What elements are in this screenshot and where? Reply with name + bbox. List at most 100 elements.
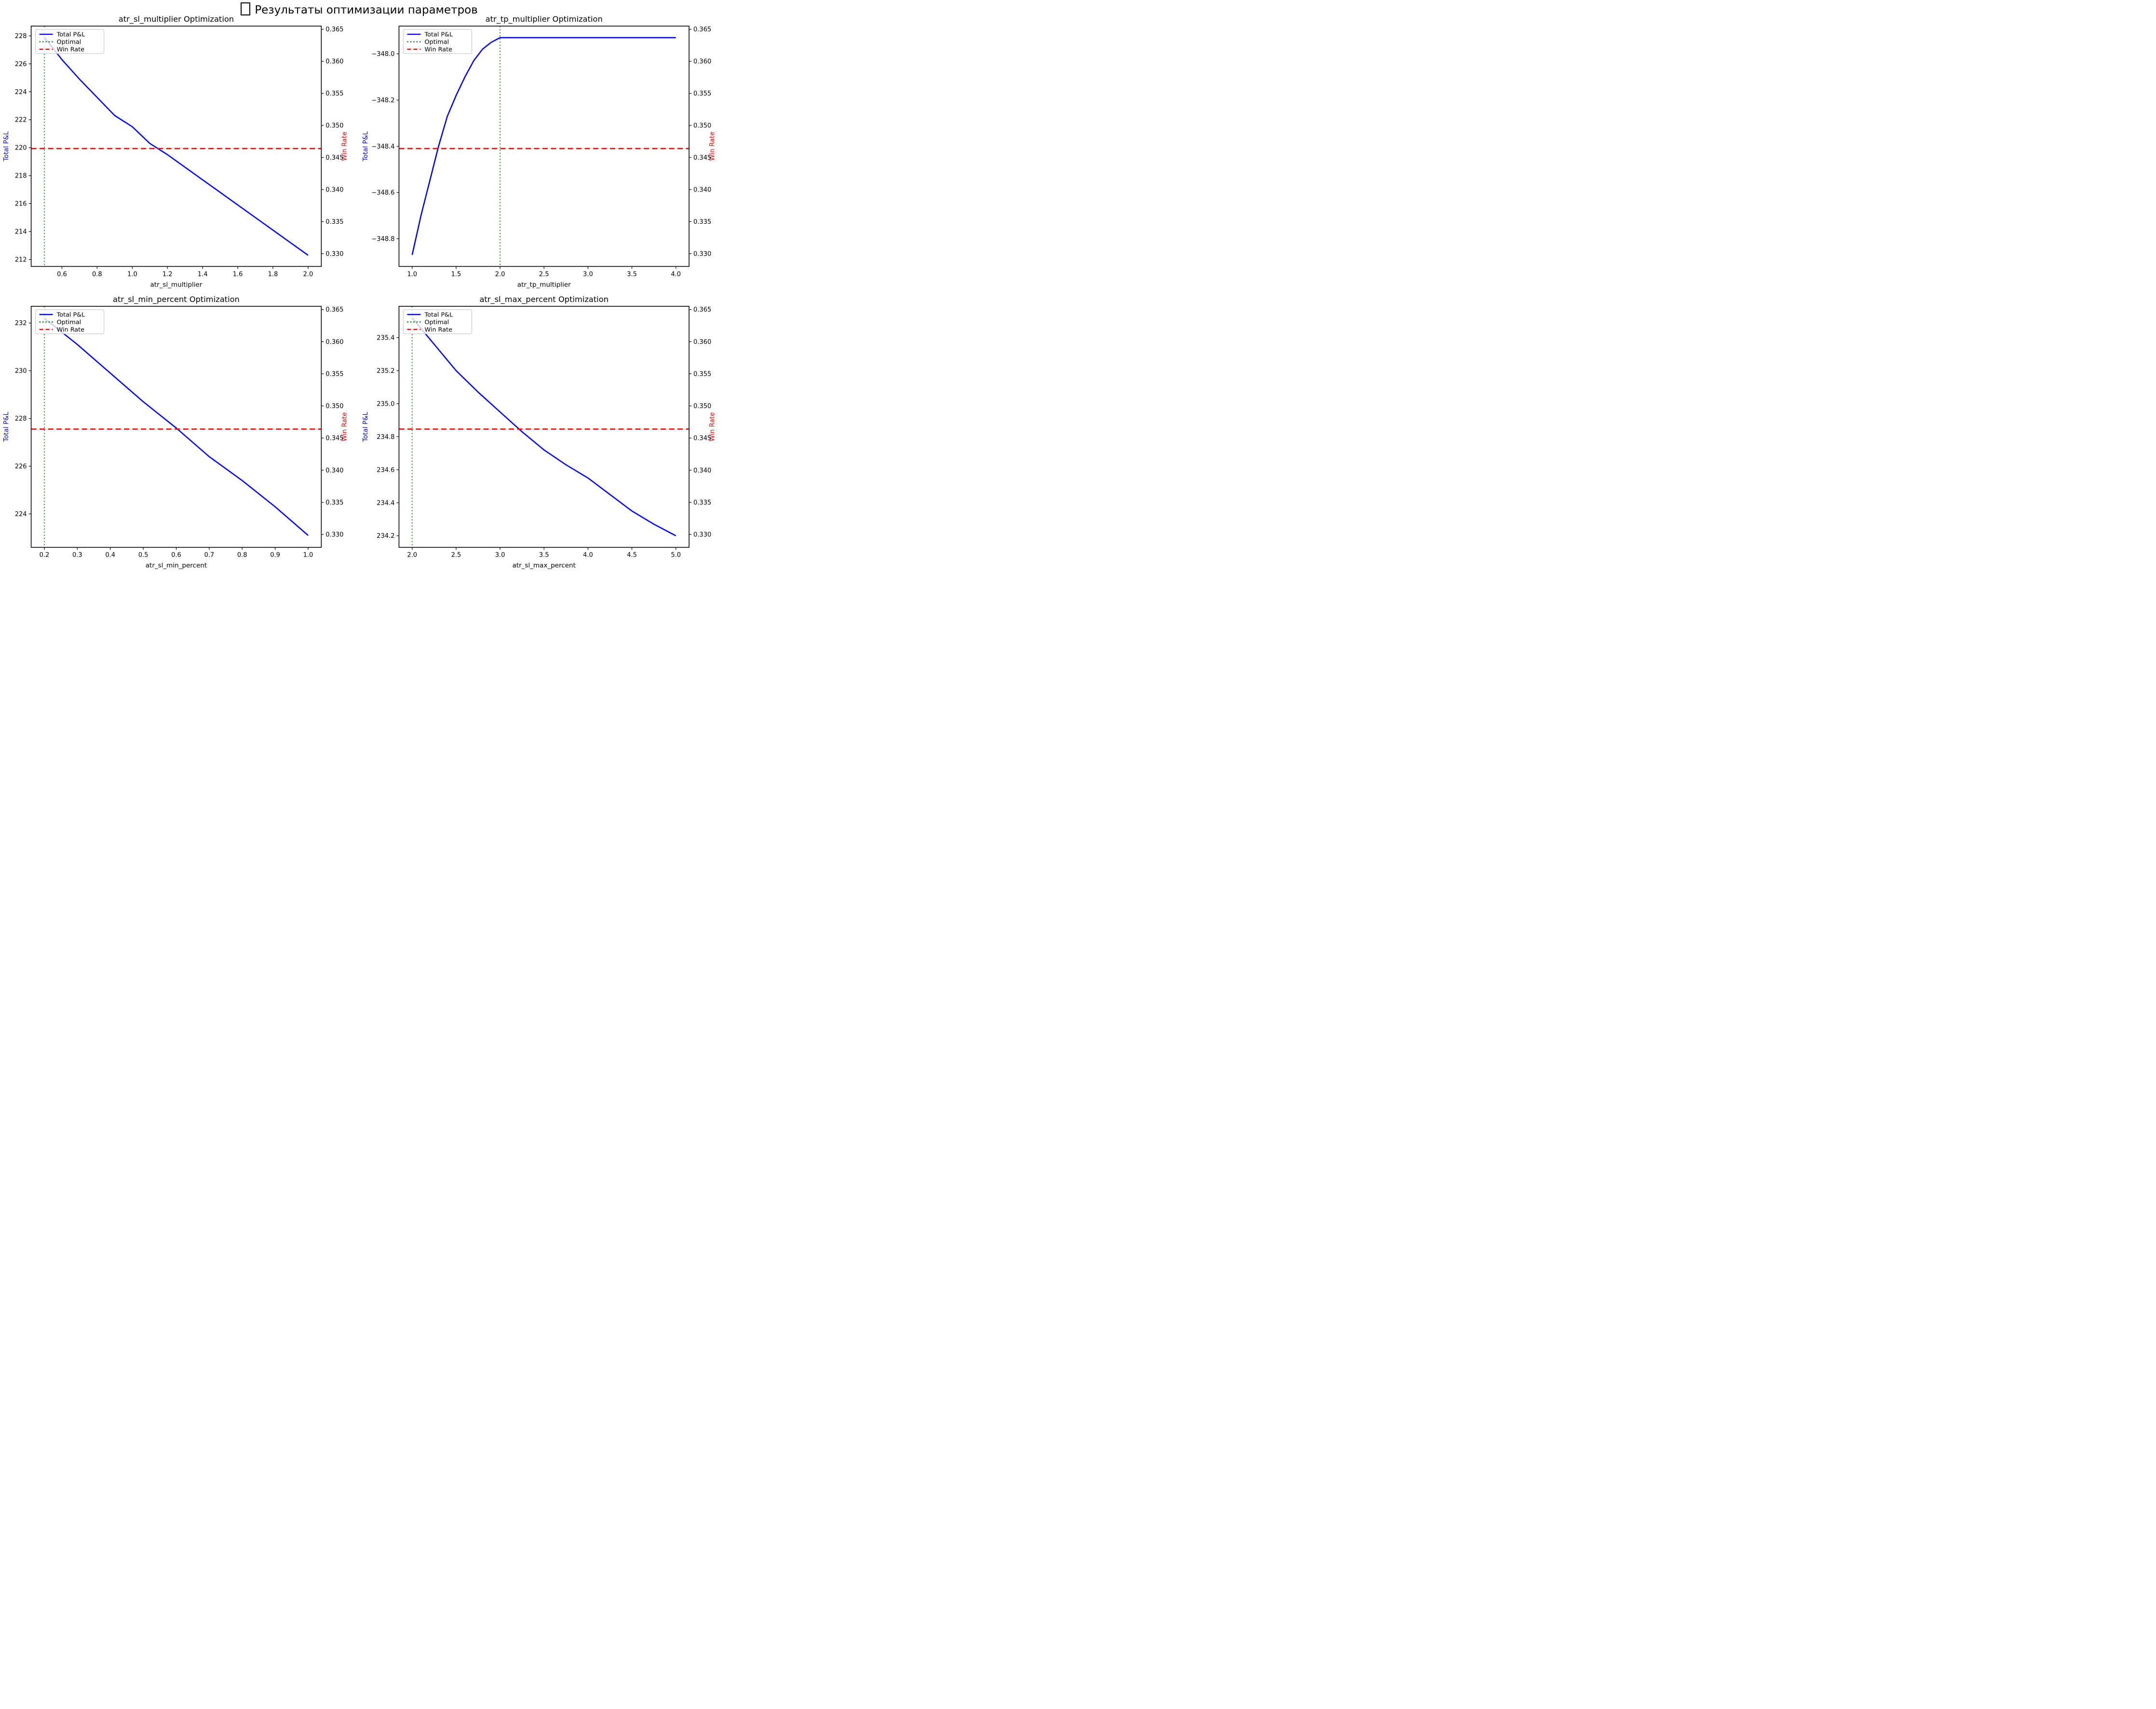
y-tick-label-left: 230 — [15, 368, 27, 375]
y-tick-label-right: 0.355 — [325, 370, 343, 378]
chart-canvas: atr_sl_max_percent Optimization atr_sl_ma… — [362, 295, 716, 570]
legend-label: Optimal — [57, 319, 81, 326]
y-tick-label-right: 0.360 — [693, 58, 711, 66]
x-tick-label: 0.4 — [105, 552, 115, 559]
y-tick-label-right: 0.340 — [325, 186, 343, 193]
y-tick-label-right: 0.355 — [325, 90, 343, 97]
x-tick-label: 3.5 — [627, 271, 637, 278]
x-tick-label: 2.5 — [539, 271, 549, 278]
legend-box — [403, 29, 473, 54]
y-tick-label-left: 228 — [15, 415, 27, 423]
chart-title: atr_sl_min_percent Optimization — [113, 295, 240, 304]
pnl-line — [411, 37, 676, 255]
y-tick-label-left: 234.8 — [377, 434, 394, 441]
axes-frame — [30, 26, 322, 267]
pnl-line — [43, 37, 309, 256]
x-axis-label: atr_sl_min_percent — [146, 562, 207, 570]
x-tick-label: 0.9 — [270, 552, 280, 559]
pnl-line — [44, 317, 309, 536]
y-tick-label-left: 234.2 — [377, 533, 394, 540]
x-tick-label: 0.8 — [92, 271, 102, 278]
x-tick-label: 2.0 — [303, 271, 313, 278]
legend-box — [35, 309, 105, 334]
pnl-line — [411, 317, 677, 536]
x-tick-label: 3.0 — [495, 552, 505, 559]
x-tick-label: 1.0 — [303, 552, 313, 559]
y-tick-label-right: 0.365 — [325, 26, 343, 33]
y-tick-label-right: 0.360 — [325, 339, 343, 346]
x-tick-label: 1.0 — [127, 271, 137, 278]
y-tick-label-right: 0.335 — [693, 219, 711, 226]
axes-frame — [30, 306, 322, 548]
legend-label: Optimal — [57, 39, 81, 46]
y-tick-label-left: 232 — [15, 320, 27, 327]
x-tick-label: 1.0 — [407, 271, 417, 278]
y-tick-label-left: 214 — [15, 228, 27, 235]
legend-label: Win Rate — [57, 46, 85, 54]
x-tick-label: 2.0 — [407, 552, 417, 559]
y-tick-label-right: 0.355 — [693, 370, 711, 378]
y-tick-label-right: 0.365 — [693, 306, 711, 314]
chart-canvas: atr_sl_multiplier Optimization atr_sl_mul… — [2, 14, 348, 288]
y-tick-label-right: 0.355 — [693, 90, 711, 97]
y-tick-label-right: 0.340 — [325, 467, 343, 474]
y-tick-label-right: 0.350 — [325, 123, 343, 130]
y-tick-label-right: 0.335 — [325, 219, 343, 226]
x-tick-label: 1.2 — [163, 271, 173, 278]
y-tick-label-right: 0.350 — [693, 123, 711, 130]
y-tick-label-left: 212 — [15, 256, 27, 263]
y-tick-label-right: 0.365 — [693, 26, 711, 33]
y-axis-label-right: Win Rate — [708, 412, 716, 442]
y-tick-label-left: −348.4 — [371, 143, 394, 150]
subplot-atr-sl-multiplier: atr_sl_multiplier Optimization atr_sl_mul… — [0, 14, 359, 292]
legend-label: Optimal — [424, 39, 449, 46]
x-tick-label: 0.8 — [237, 552, 247, 559]
legend-box — [403, 309, 473, 334]
y-tick-label-right: 0.345 — [693, 154, 711, 162]
chart-title: atr_sl_max_percent Optimization — [479, 295, 609, 304]
chart-canvas: atr_tp_multiplier Optimization atr_tp_mul… — [362, 14, 716, 288]
y-tick-label-right: 0.340 — [693, 186, 711, 193]
y-tick-label-left: −348.2 — [371, 97, 394, 104]
x-tick-label: 0.2 — [40, 552, 50, 559]
y-tick-label-left: 226 — [15, 463, 27, 470]
x-axis-label: atr_sl_max_percent — [513, 562, 576, 570]
y-tick-label-right: 0.350 — [325, 403, 343, 410]
y-tick-label-right: 0.345 — [693, 435, 711, 442]
y-tick-label-left: 226 — [15, 61, 27, 68]
y-tick-label-right: 0.345 — [325, 154, 343, 162]
y-tick-label-right: 0.330 — [693, 250, 711, 258]
y-tick-label-right: 0.360 — [325, 58, 343, 66]
y-tick-label-left: 216 — [15, 201, 27, 208]
y-axis-label-left: Total P&L — [2, 411, 10, 442]
y-axis-label-left: Total P&L — [362, 131, 369, 162]
y-axis-label-left: Total P&L — [2, 131, 10, 162]
x-axis-label: atr_sl_multiplier — [150, 281, 203, 288]
subplot-atr-sl-min-percent: atr_sl_min_percent Optimization atr_sl_mi… — [0, 292, 359, 570]
axes-frame — [398, 306, 690, 548]
y-axis-label-left: Total P&L — [362, 411, 369, 442]
legend-box — [35, 29, 105, 54]
subplot-atr-sl-max-percent: atr_sl_max_percent Optimization atr_sl_ma… — [359, 292, 719, 570]
legend-label: Total P&L — [56, 31, 86, 39]
y-tick-label-right: 0.360 — [693, 339, 711, 346]
y-tick-label-left: 218 — [15, 173, 27, 180]
x-tick-label: 0.6 — [57, 271, 67, 278]
x-axis-label: atr_tp_multiplier — [517, 281, 571, 288]
figure-title: Результаты оптимизации параметров — [0, 2, 719, 16]
x-tick-label: 3.5 — [539, 552, 549, 559]
y-tick-label-left: 224 — [15, 89, 27, 96]
y-tick-label-left: −348.8 — [371, 235, 394, 243]
y-tick-label-right: 0.330 — [325, 532, 343, 539]
y-tick-label-left: 235.0 — [377, 400, 394, 408]
legend-label: Win Rate — [57, 327, 85, 334]
y-tick-label-left: 222 — [15, 117, 27, 124]
x-tick-label: 0.5 — [138, 552, 149, 559]
y-tick-label-left: 235.2 — [377, 368, 394, 375]
chart-title: atr_tp_multiplier Optimization — [486, 14, 603, 24]
x-tick-label: 2.5 — [451, 552, 461, 559]
axes-frame — [398, 26, 690, 267]
chart-title: atr_sl_multiplier Optimization — [119, 14, 234, 24]
